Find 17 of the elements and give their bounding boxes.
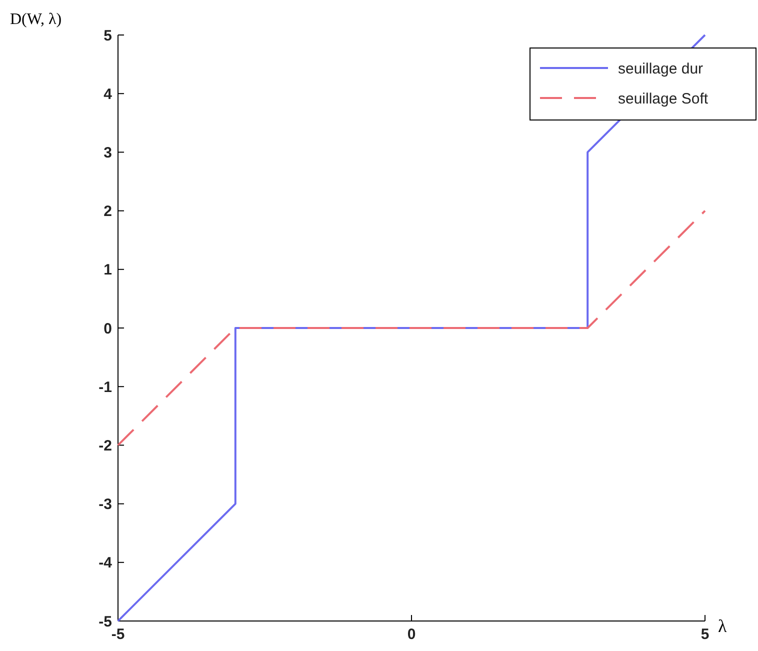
legend-label: seuillage dur xyxy=(618,60,704,78)
y-tick-label: -1 xyxy=(98,378,112,396)
y-tick-label: 4 xyxy=(104,86,113,103)
x-tick-label: 5 xyxy=(700,626,710,643)
x-axis-title: λ xyxy=(718,616,727,636)
x-tick-label: 0 xyxy=(407,626,416,643)
y-axis-title: D(W, λ) xyxy=(10,11,62,28)
y-tick-label: -3 xyxy=(98,496,112,514)
y-tick-label: 5 xyxy=(104,27,112,44)
y-tick-label: -2 xyxy=(98,437,112,454)
y-tick-label: -5 xyxy=(98,613,112,630)
y-tick-label: 2 xyxy=(104,203,112,220)
y-tick-label: -4 xyxy=(98,554,113,572)
y-tick-label: 3 xyxy=(104,144,112,162)
legend-label: seuillage Soft xyxy=(618,90,709,108)
y-tick-label: 0 xyxy=(104,320,112,338)
y-tick-label: 1 xyxy=(104,262,112,279)
